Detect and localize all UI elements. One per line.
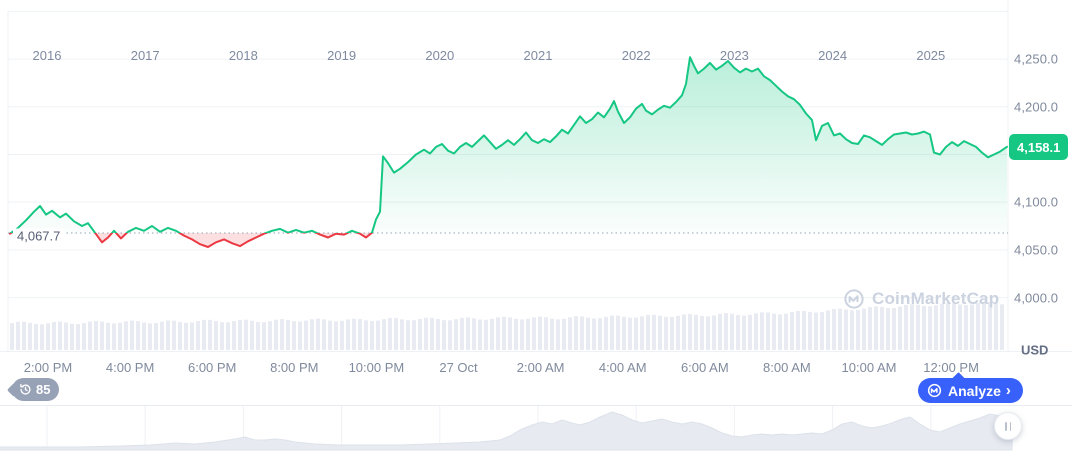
- history-count-badge[interactable]: 85: [12, 378, 60, 401]
- y-tick-label: 4,100.0: [1014, 194, 1059, 210]
- coinmarketcap-watermark: CoinMarketCap: [843, 288, 999, 310]
- x-tick-label: 2:00 PM: [23, 360, 73, 375]
- year-label: 2017: [130, 48, 160, 63]
- x-tick-label: 10:00 AM: [841, 360, 897, 375]
- x-tick-label: 4:00 AM: [598, 360, 647, 375]
- x-tick-label: 10:00 PM: [348, 360, 405, 375]
- x-tick-label: 12:00 PM: [923, 360, 979, 375]
- chevron-right-icon: ›: [1005, 382, 1011, 399]
- y-tick-label: 4,000.0: [1014, 290, 1059, 306]
- x-tick-label: 6:00 AM: [680, 360, 729, 375]
- y-tick-label: 4,250.0: [1014, 51, 1059, 67]
- analyze-label: Analyze: [948, 382, 1001, 399]
- year-label: 2016: [32, 48, 62, 63]
- x-tick-label: 8:00 PM: [270, 360, 319, 375]
- current-price-value: 4,158.1: [1017, 139, 1061, 155]
- analyze-button[interactable]: Analyze ›: [918, 378, 1023, 403]
- year-label: 2018: [228, 48, 258, 63]
- analyze-logo-icon: [927, 383, 942, 398]
- scrubber-handle[interactable]: [994, 412, 1022, 440]
- x-tick-label: 4:00 PM: [105, 360, 155, 375]
- previous-close-label: 4,067.7: [13, 228, 65, 244]
- main-chart-svg[interactable]: [0, 0, 1072, 352]
- year-label: 2025: [916, 48, 946, 63]
- watermark-text: CoinMarketCap: [872, 289, 1000, 308]
- year-label: 2021: [523, 48, 553, 63]
- handle-grip-icon: [1005, 421, 1007, 431]
- currency-label: USD: [1021, 342, 1049, 358]
- year-label: 2022: [621, 48, 651, 63]
- history-clock-icon: [19, 383, 32, 396]
- year-label: 2023: [719, 48, 749, 63]
- year-label: 2019: [327, 48, 357, 63]
- y-tick-label: 4,200.0: [1014, 99, 1059, 115]
- current-price-badge: 4,158.1: [1009, 134, 1069, 160]
- x-tick-label: 2:00 AM: [516, 360, 565, 375]
- x-tick-label: 27 Oct: [439, 360, 478, 375]
- y-tick-label: 4,050.0: [1014, 242, 1059, 258]
- mini-chart-svg: [0, 406, 1013, 451]
- coinmarketcap-logo-icon: [843, 288, 865, 310]
- year-label: 2020: [425, 48, 455, 63]
- history-count: 85: [36, 382, 51, 397]
- x-tick-label: 8:00 AM: [763, 360, 811, 375]
- x-tick-label: 6:00 PM: [187, 360, 237, 375]
- date-range-scrubber[interactable]: [0, 405, 1072, 470]
- year-label: 2024: [818, 48, 848, 63]
